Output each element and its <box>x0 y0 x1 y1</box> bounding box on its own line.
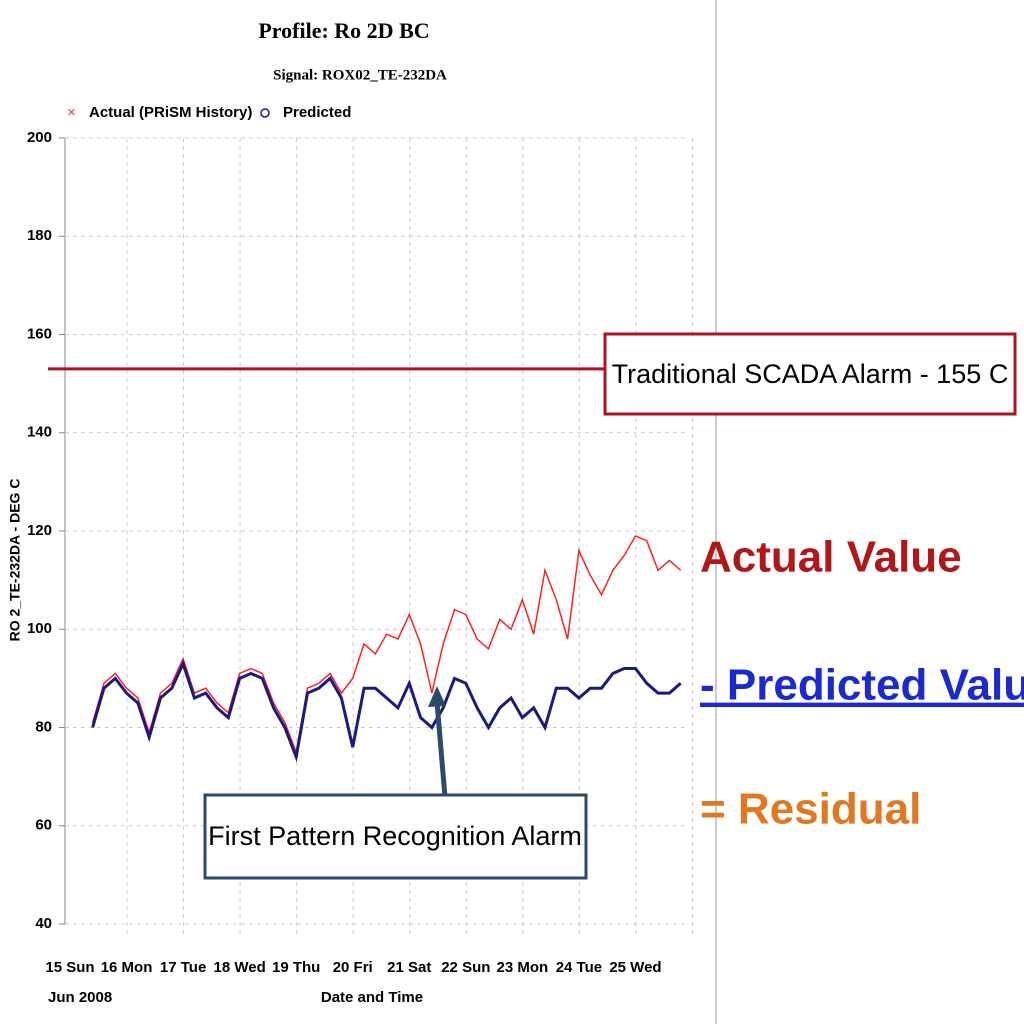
y-tick-label: 140 <box>27 424 52 441</box>
y-tick-label: 120 <box>27 522 52 539</box>
y-axis-label: RO 2_TE-232DA - DEG C <box>7 479 23 642</box>
series-line <box>91 534 682 755</box>
x-tick-label: 25 Wed <box>609 959 661 976</box>
annotation-arrowhead <box>428 686 446 707</box>
x-tick-label: 22 Sun <box>441 959 490 976</box>
x-tick-label: 15 Sun <box>45 959 94 976</box>
x-tick-label: 17 Tue <box>160 959 206 976</box>
legend-marker: × <box>67 104 76 121</box>
x-tick-label: 18 Wed <box>214 959 266 976</box>
predicted-text: - Predicted Value <box>700 661 1024 710</box>
x-tick-label: 21 Sat <box>387 959 431 976</box>
annotation-label: First Pattern Recognition Alarm <box>208 821 582 851</box>
legend-marker <box>260 108 270 118</box>
series-line <box>91 659 682 763</box>
y-tick-label: 160 <box>27 325 52 342</box>
alarm-label: Traditional SCADA Alarm - 155 C <box>612 359 1009 389</box>
y-tick-label: 60 <box>35 817 52 834</box>
annotation-arrow <box>434 701 448 798</box>
x-tick-label: 19 Thu <box>272 959 320 976</box>
chart-title: Profile: Ro 2D BC <box>258 18 429 43</box>
x-tick-label: 23 Mon <box>497 959 549 976</box>
x-tick-label: 24 Tue <box>556 959 602 976</box>
alarm-box <box>603 332 1017 416</box>
x-axis-label: Date and Time <box>321 989 423 1006</box>
y-tick-label: 100 <box>27 620 52 637</box>
legend-label: Predicted <box>283 104 351 121</box>
annotation-box <box>203 793 588 880</box>
y-tick-label: 180 <box>27 227 52 244</box>
y-tick-label: 80 <box>35 718 52 735</box>
y-tick-label: 200 <box>27 129 52 146</box>
x-axis-sublabel: Jun 2008 <box>48 989 112 1006</box>
y-tick-label: 40 <box>35 915 52 932</box>
legend-label: Actual (PRiSM History) <box>89 104 252 121</box>
residual-text: = Residual <box>700 785 921 834</box>
x-tick-label: 16 Mon <box>101 959 153 976</box>
chart-subtitle: Signal: ROX02_TE-232DA <box>273 67 447 83</box>
actual-text: Actual Value <box>700 533 962 582</box>
x-tick-label: 20 Fri <box>333 959 373 976</box>
